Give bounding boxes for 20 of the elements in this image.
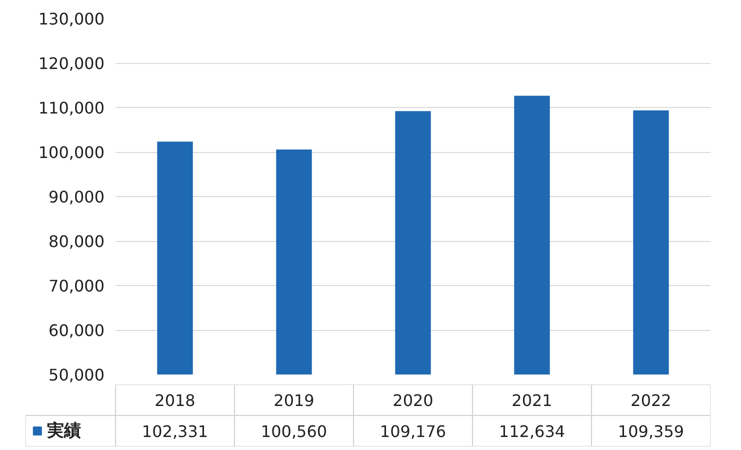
data-label: 100,560	[260, 422, 328, 441]
y-tick-label: 130,000	[38, 10, 105, 28]
y-tick-label: 80,000	[48, 232, 104, 251]
data-label: 112,634	[498, 422, 566, 441]
x-tick-label: 2020	[392, 391, 434, 410]
legend-label: 実績	[46, 421, 81, 441]
x-tick-label: 2022	[630, 391, 672, 410]
y-tick-label: 50,000	[48, 366, 104, 384]
y-tick-label: 60,000	[48, 321, 104, 340]
y-tick-label: 70,000	[48, 276, 104, 296]
x-tick-label: 2019	[274, 391, 314, 410]
y-tick-label: 120,000	[38, 54, 105, 73]
y-tick-label: 100,000	[38, 143, 105, 162]
y-tick-label: 110,000	[38, 98, 105, 118]
data-label: 109,176	[380, 422, 446, 441]
x-tick-label: 2021	[512, 391, 552, 410]
y-tick-label: 90,000	[48, 188, 104, 206]
data-label: 109,359	[618, 422, 684, 441]
x-tick-label: 2018	[154, 391, 196, 410]
data-label: 102,331	[142, 422, 208, 441]
